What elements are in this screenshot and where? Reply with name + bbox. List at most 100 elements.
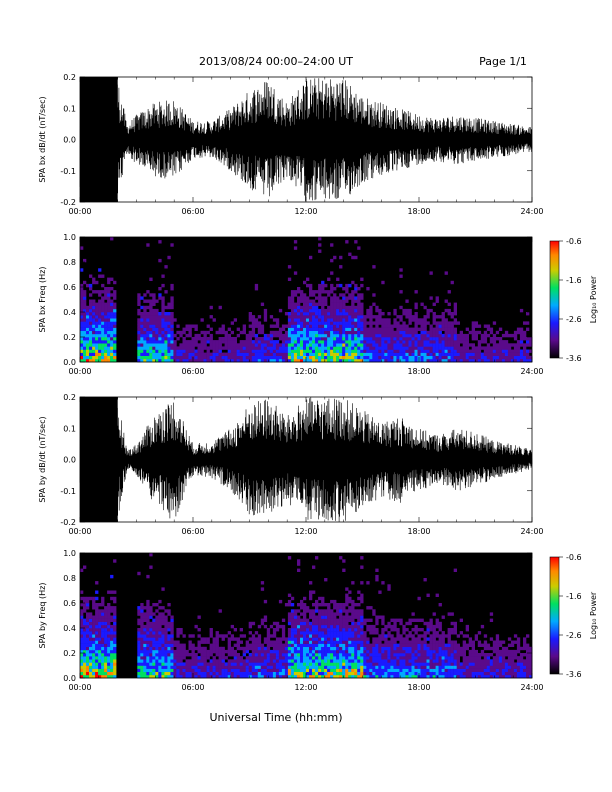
bx_freq-cell xyxy=(155,355,159,360)
by_freq-cell xyxy=(167,653,171,657)
by_freq-cell xyxy=(387,671,391,676)
bx_freq-cell xyxy=(426,312,430,316)
bx_freq-cell xyxy=(278,330,283,335)
by_freq-cell xyxy=(516,649,521,654)
bx_freq-cell xyxy=(315,305,319,310)
by_freq-cell xyxy=(453,662,457,666)
bx_freq-cell xyxy=(140,343,144,347)
bx_freq-cell xyxy=(182,340,186,344)
by_freq-cell xyxy=(236,640,240,644)
by_freq-cell xyxy=(206,637,210,641)
bx_freq-cell xyxy=(441,349,445,353)
by_freq-cell xyxy=(387,640,391,644)
bx_freq-colorbar-tick-label: -3.6 xyxy=(566,354,582,363)
by_freq-cell xyxy=(489,668,494,672)
bx_freq-y-axis-label: SPA bx Freq (Hz) xyxy=(38,267,47,333)
by_freq-cell xyxy=(191,665,195,669)
by_freq-cell xyxy=(239,662,243,666)
by_freq-cell xyxy=(447,640,451,644)
bx_freq-cell xyxy=(366,321,370,325)
bx_freq-cell xyxy=(477,324,482,328)
bx_freq-cell xyxy=(170,283,174,288)
by_freq-cell xyxy=(194,674,198,679)
bx_freq-cell xyxy=(275,355,280,360)
bx_freq-cell xyxy=(474,321,478,325)
by_freq-cell xyxy=(290,624,295,629)
by_freq-cell xyxy=(369,665,373,669)
by_freq-cell xyxy=(218,653,222,657)
bx_freq-cell xyxy=(176,324,180,328)
bx_freq-cell xyxy=(137,343,141,347)
by_freq-cell xyxy=(327,656,331,660)
by_freq-cell xyxy=(290,668,295,672)
by_freq-cell xyxy=(290,637,295,641)
by_freq-cell xyxy=(372,656,376,660)
bx_freq-cell xyxy=(155,324,159,328)
by_freq-cell xyxy=(414,637,418,641)
by_freq-cell xyxy=(330,653,334,657)
bx_freq-cell xyxy=(459,340,463,344)
by_freq-cell xyxy=(101,615,105,619)
bx_freq-cell xyxy=(426,358,430,363)
by_freq-cell xyxy=(312,615,316,619)
bx_freq-cell xyxy=(501,355,506,360)
by_freq-cell xyxy=(315,674,319,679)
bx_freq-cell xyxy=(348,283,352,288)
by_freq-cell xyxy=(462,649,466,654)
by_freq-cell xyxy=(426,646,430,651)
by_freq-cell xyxy=(519,662,524,666)
by_freq-cell xyxy=(83,621,87,626)
by_freq-cell xyxy=(312,643,316,647)
by_freq-cell xyxy=(303,631,307,635)
by_freq-cell xyxy=(263,662,268,666)
by_freq-cell xyxy=(309,581,313,585)
by_freq-cell xyxy=(107,631,111,635)
bx_freq-cell xyxy=(432,358,436,363)
bx_freq-cell xyxy=(315,343,319,347)
by_freq-cell xyxy=(327,637,331,641)
by_freq-cell xyxy=(375,618,379,622)
bx_freq-cell xyxy=(215,358,219,363)
by_freq-cell xyxy=(170,671,174,676)
by_freq-cell xyxy=(290,662,295,666)
bx_freq-cell xyxy=(284,312,289,316)
by_freq-cell xyxy=(191,634,195,638)
by_freq-cell xyxy=(92,640,96,644)
bx_freq-cell xyxy=(80,268,84,272)
by_freq-cell xyxy=(462,656,466,660)
bx_freq-cell xyxy=(339,255,343,260)
bx_freq-cell xyxy=(230,343,234,347)
bx_freq-cell xyxy=(423,324,427,328)
by_freq-cell xyxy=(287,649,292,654)
bx_freq-cell xyxy=(312,340,316,344)
by_freq-cell xyxy=(357,656,361,660)
by_freq-cell xyxy=(468,659,472,663)
by_freq-cell xyxy=(345,662,349,666)
bx_freq-cell xyxy=(224,330,228,335)
by_freq-cell xyxy=(465,646,469,651)
by_freq-cell xyxy=(242,668,246,672)
by_freq-cell xyxy=(306,668,310,672)
bx_freq-cell xyxy=(158,352,162,356)
by_freq-cell xyxy=(462,665,466,669)
bx_freq-cell xyxy=(107,293,111,297)
by_freq-cell xyxy=(351,612,355,616)
bx_freq-cell xyxy=(435,296,439,300)
bx_freq-cell xyxy=(278,343,283,347)
by_freq-cell xyxy=(104,643,108,647)
bx_freq-cell xyxy=(297,327,301,331)
bx_freq-cell xyxy=(483,346,488,350)
by_freq-cell xyxy=(354,603,358,607)
bx_freq-cell xyxy=(146,337,150,341)
by_freq-cell xyxy=(321,662,325,666)
by_freq-cell xyxy=(98,653,102,657)
bx_freq-cell xyxy=(435,337,439,341)
bx_freq-y-tick-label: 0.2 xyxy=(63,333,76,342)
bx_freq-cell xyxy=(342,302,346,306)
by_freq-cell xyxy=(333,665,337,669)
by_freq-cell xyxy=(107,640,111,644)
bx_freq-cell xyxy=(399,340,403,344)
bx_freq-cell xyxy=(318,324,322,328)
bx_freq-cell xyxy=(411,315,415,319)
by_freq-cell xyxy=(155,653,159,657)
